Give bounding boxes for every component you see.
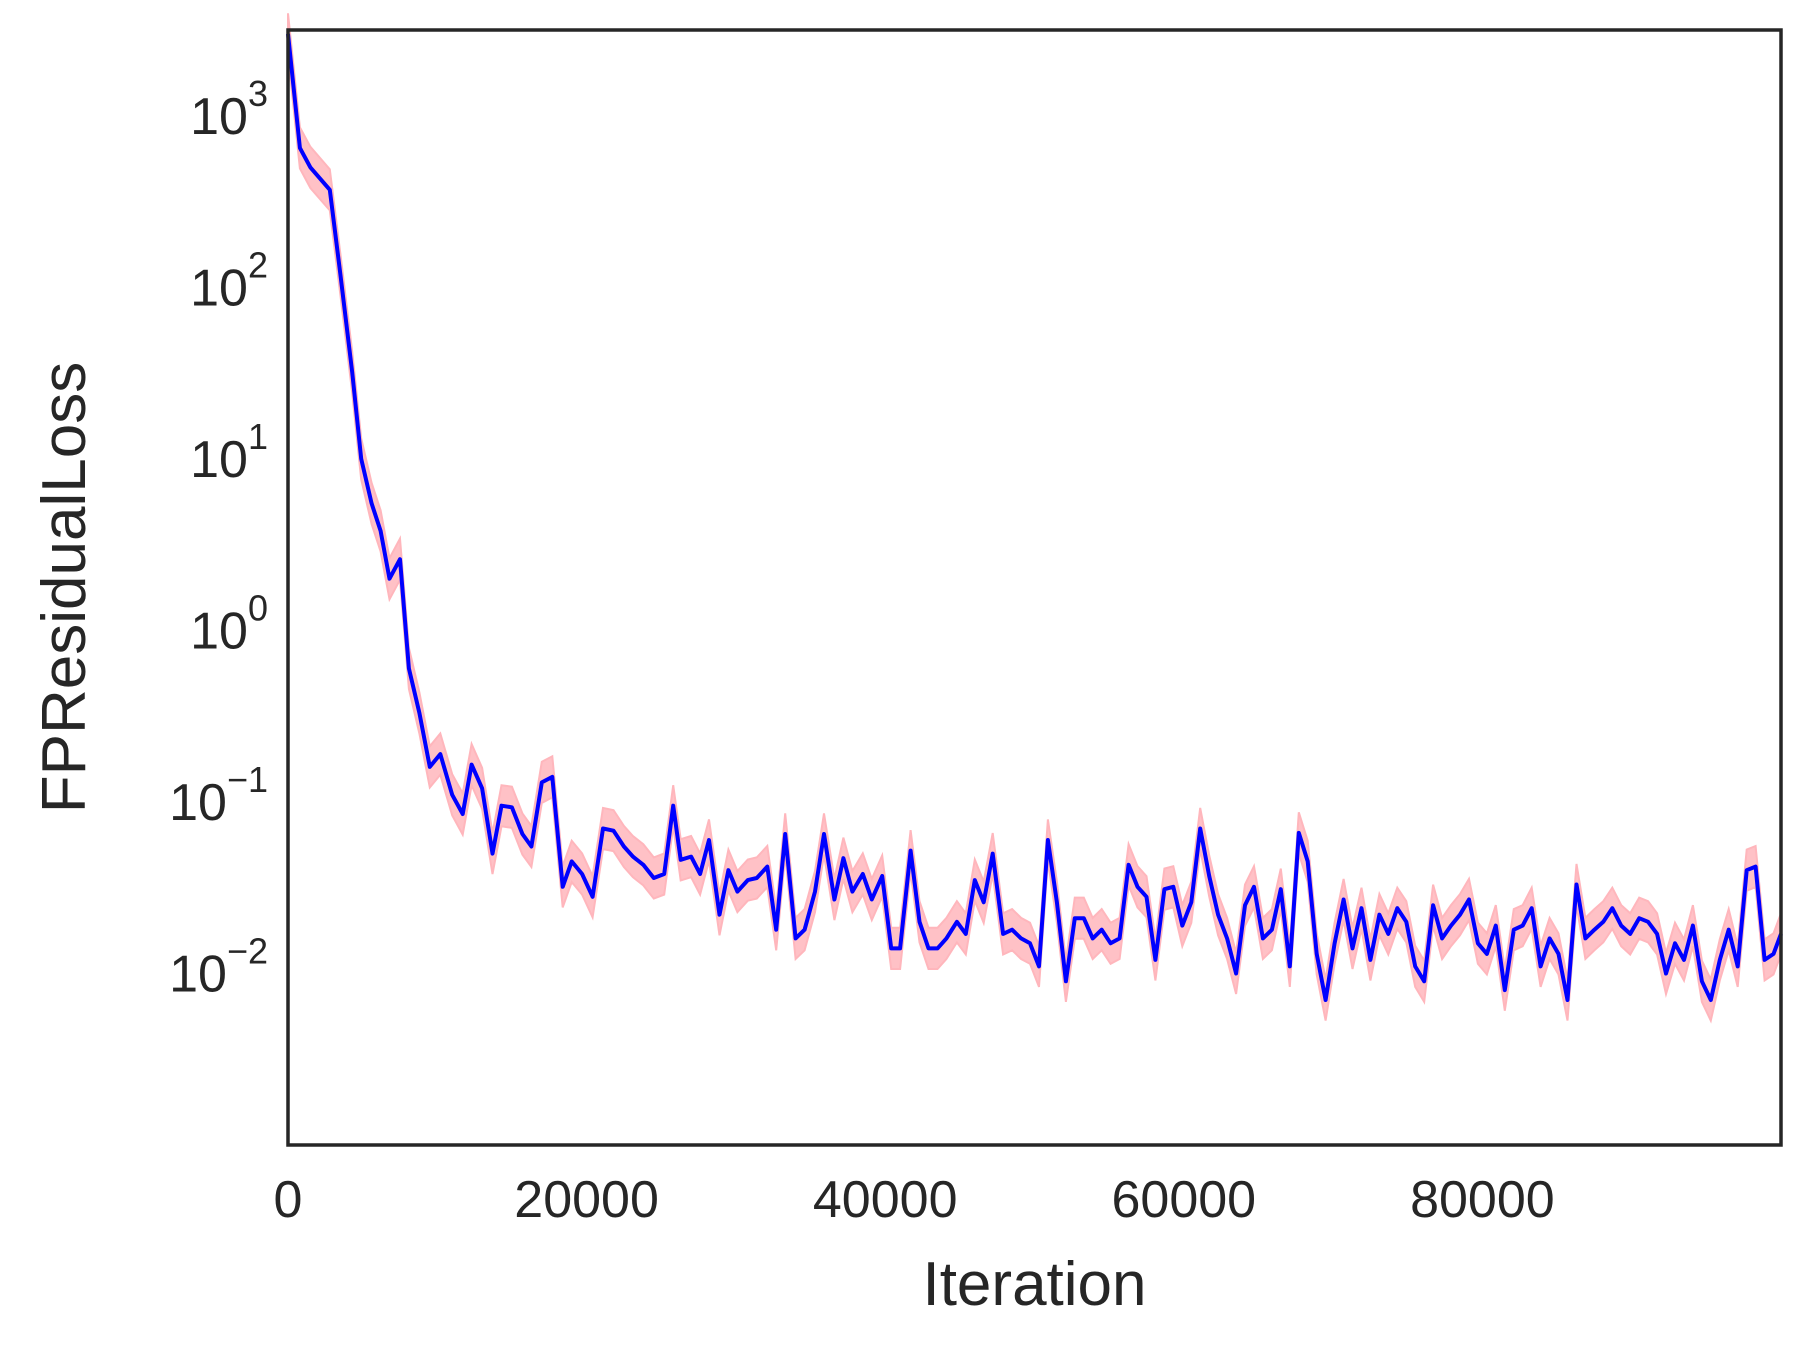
y-tick-label: 100: [190, 587, 268, 660]
y-tick-base: 10: [190, 431, 248, 489]
series-line: [286, 33, 1783, 1002]
y-tick-base: 10: [190, 88, 248, 146]
x-tick-label: 20000: [514, 1171, 659, 1229]
y-tick-base: 10: [169, 945, 227, 1003]
x-tick-label: 0: [274, 1171, 303, 1229]
y-tick-exponent: 3: [248, 73, 268, 114]
y-tick-label: 101: [190, 416, 268, 489]
x-tick-label: 40000: [813, 1171, 958, 1229]
y-tick-label: 102: [190, 244, 268, 317]
y-tick-label: 10−1: [169, 759, 268, 832]
axes-frame: [286, 28, 1783, 1147]
y-tick-exponent: 1: [248, 416, 268, 457]
y-tick-label: 103: [190, 73, 268, 146]
y-tick-exponent: 2: [248, 244, 268, 285]
y-tick-exponent: −1: [227, 759, 268, 800]
y-tick-base: 10: [190, 602, 248, 660]
y-tick-exponent: −2: [227, 930, 268, 971]
x-axis-label: Iteration: [922, 1250, 1146, 1319]
x-tick-label: 80000: [1410, 1171, 1555, 1229]
y-tick-label: 10−2: [169, 930, 268, 1003]
y-axis-label: FPResidualLoss: [30, 362, 99, 813]
y-tick-base: 10: [169, 774, 227, 832]
x-ticks: 0 20000 40000 60000 80000: [274, 1171, 1555, 1229]
y-tick-exponent: 0: [248, 587, 268, 628]
x-tick-label: 60000: [1111, 1171, 1256, 1229]
y-tick-base: 10: [190, 259, 248, 317]
